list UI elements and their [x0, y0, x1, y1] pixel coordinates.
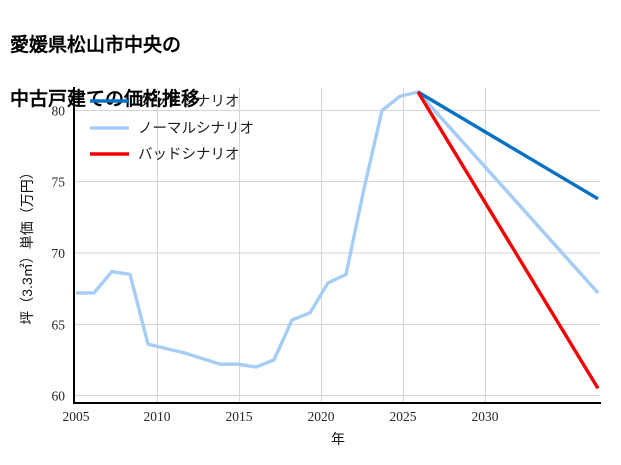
- legend-label-normal: ノーマルシナリオ: [138, 121, 254, 137]
- y-tick-75: 75: [52, 175, 66, 190]
- legend-label-bad: バッドシナリオ: [138, 147, 240, 163]
- x-gridlines: [156, 88, 487, 403]
- y-axis-title: 坪（3.3㎡）単価（万円）: [19, 165, 35, 324]
- y-tick-80: 80: [52, 104, 66, 119]
- series-line-good-scenario: [417, 90, 599, 201]
- y-tick-70: 70: [52, 246, 66, 261]
- y-gridlines: [73, 109, 600, 397]
- legend-item-normal[interactable]: ノーマルシナリオ: [90, 121, 254, 137]
- x-tick-2030: 2030: [472, 409, 499, 424]
- page-title-line-1: 愛媛県松山市中央の: [10, 34, 182, 56]
- series-line-normal-scenario: [416, 90, 600, 295]
- x-axis-title: 年: [331, 431, 345, 447]
- chart-legend: グッドシナリオ ノーマルシナリオ バッドシナリオ: [90, 93, 254, 163]
- series-line-history: [76, 90, 600, 369]
- x-tick-labels: 2005 2010 2015 2020 2025 2030: [63, 409, 499, 424]
- x-tick-2020: 2020: [308, 409, 335, 424]
- y-tick-60: 60: [52, 389, 66, 404]
- x-tick-2025: 2025: [390, 409, 417, 424]
- x-tick-2015: 2015: [226, 409, 253, 424]
- x-tick-2005: 2005: [63, 409, 90, 424]
- data-series-group: [76, 90, 600, 390]
- y-tick-labels: 80 75 70 65 60: [52, 104, 66, 404]
- legend-item-good[interactable]: グッドシナリオ: [90, 93, 240, 110]
- series-line-bad-scenario: [416, 91, 600, 390]
- legend-item-bad[interactable]: バッドシナリオ: [90, 147, 240, 163]
- legend-label-good: グッドシナリオ: [138, 93, 240, 110]
- x-tick-2010: 2010: [144, 409, 171, 424]
- y-tick-65: 65: [52, 318, 66, 333]
